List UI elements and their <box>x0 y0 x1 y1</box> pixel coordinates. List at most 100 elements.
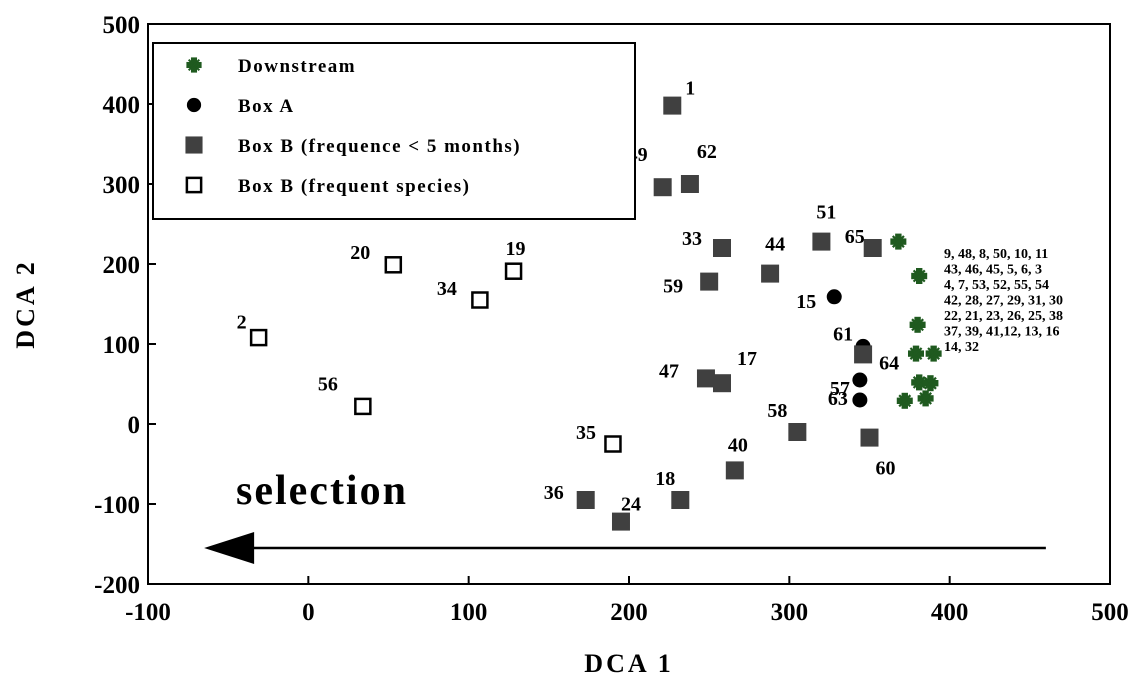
marker-circle <box>852 392 868 408</box>
x-tick-label: 300 <box>771 599 809 626</box>
marker-filled-square <box>761 264 780 283</box>
marker-filled-square <box>860 428 879 447</box>
cross-diag-2 <box>912 376 926 389</box>
legend-entry: Downstream <box>238 56 356 77</box>
point-label: 65 <box>845 226 865 248</box>
axis-ticks <box>147 23 1111 585</box>
marker-filled-square <box>725 461 744 480</box>
marker-cross <box>925 345 942 362</box>
legend-entry: Box B (frequence < 5 months) <box>238 136 521 157</box>
point-label: 58 <box>767 400 787 422</box>
tick-labels: -100 0 100 200 300 400 500 500 400 300 200 100 0 -100… <box>94 12 1129 626</box>
y-tick-label: 0 <box>128 412 141 439</box>
marker-filled-square <box>696 369 715 388</box>
point-label: 40 <box>728 434 748 456</box>
data-points <box>249 96 942 531</box>
marker-cross <box>907 345 924 362</box>
point-label: 47 <box>659 360 679 382</box>
y-tick-label: 500 <box>103 12 141 39</box>
y-tick-label: -100 <box>94 492 140 519</box>
selection-annotation: selection <box>204 468 1046 564</box>
cross-diag-2 <box>924 376 937 390</box>
downstream-label-row: 22, 21, 23, 26, 25, 38 <box>944 309 1063 324</box>
marker-cross <box>890 233 907 250</box>
point-label: 59 <box>663 276 683 298</box>
marker-cross <box>917 390 934 407</box>
marker-filled-square <box>812 232 831 251</box>
cross-diag-2 <box>912 269 926 283</box>
y-tick-label: -200 <box>94 572 140 599</box>
marker-open-square <box>471 291 489 309</box>
marker-cross <box>909 316 926 333</box>
x-tick-label: 500 <box>1091 599 1129 626</box>
marker-filled-square <box>788 423 807 441</box>
x-tick-label: 0 <box>302 599 315 626</box>
marker-circle <box>852 372 868 388</box>
point-label: 51 <box>816 202 836 224</box>
downstream-label-row: 43, 46, 45, 5, 6, 3 <box>944 263 1042 278</box>
legend-entry: Box B (frequent species) <box>238 176 471 197</box>
point-label: 61 <box>833 323 853 345</box>
y-tick-label: 200 <box>103 252 141 279</box>
cross-diag-2 <box>911 318 924 332</box>
marker-filled-square <box>712 374 731 393</box>
legend-marker-circle <box>186 97 202 113</box>
legend-marker-filled-square <box>185 136 203 154</box>
x-tick-label: 400 <box>931 599 969 626</box>
point-label: 35 <box>576 422 596 444</box>
point-label: 34 <box>437 278 457 300</box>
cross-diag-2 <box>187 58 201 72</box>
point-label: 1 <box>685 78 695 100</box>
point-label: 44 <box>765 234 785 256</box>
x-tick-label: 100 <box>450 599 488 626</box>
plot-frame <box>147 23 1111 585</box>
legend-entry: Box A <box>238 96 295 117</box>
marker-open-square <box>604 435 622 453</box>
marker-filled-square <box>671 491 690 509</box>
point-label: 2 <box>237 312 247 334</box>
marker-filled-square <box>700 272 719 291</box>
marker-filled-square <box>576 491 595 509</box>
point-label: 20 <box>350 242 370 264</box>
cross-diag-2 <box>891 235 905 248</box>
marker-filled-square <box>863 239 882 257</box>
x-axis-title: DCA 1 <box>584 649 673 678</box>
point-label: 56 <box>318 373 338 395</box>
selection-arrow-head <box>204 532 255 564</box>
downstream-label-row: 9, 48, 8, 50, 10, 11 <box>944 247 1048 262</box>
marker-filled-square <box>712 239 731 257</box>
point-label: 24 <box>621 494 641 516</box>
marker-filled-square <box>854 345 873 364</box>
legend-marker-open-square <box>185 176 203 194</box>
marker-circle <box>826 289 842 305</box>
marker-open-square <box>354 397 372 416</box>
downstream-label-row: 42, 28, 27, 29, 31, 30 <box>944 294 1063 309</box>
point-label: 57 <box>830 378 850 400</box>
point-label: 33 <box>682 228 702 250</box>
point-label: 19 <box>506 238 526 260</box>
selection-label: selection <box>236 468 408 514</box>
marker-cross <box>922 375 939 392</box>
marker-open-square <box>504 262 523 280</box>
legend-box <box>152 42 636 220</box>
legend: Downstream Box A Box B (frequence < 5 mont… <box>152 42 636 220</box>
marker-open-square <box>384 256 403 274</box>
point-label: 62 <box>697 141 717 163</box>
point-label: 60 <box>876 458 896 480</box>
x-tick-label: -100 <box>125 599 171 626</box>
marker-filled-square <box>663 96 682 115</box>
point-label: 17 <box>737 348 757 370</box>
marker-cross <box>896 392 913 409</box>
y-axis-title: DCA 2 <box>11 259 40 348</box>
cross-diag-2 <box>927 347 941 360</box>
point-label: 18 <box>655 468 675 490</box>
cross-diag-2 <box>919 392 932 405</box>
downstream-label-row: 14, 32 <box>944 340 979 355</box>
marker-filled-square <box>680 175 699 193</box>
point-label: 36 <box>544 482 564 504</box>
y-tick-label: 300 <box>103 172 141 199</box>
point-label: 64 <box>879 352 899 374</box>
